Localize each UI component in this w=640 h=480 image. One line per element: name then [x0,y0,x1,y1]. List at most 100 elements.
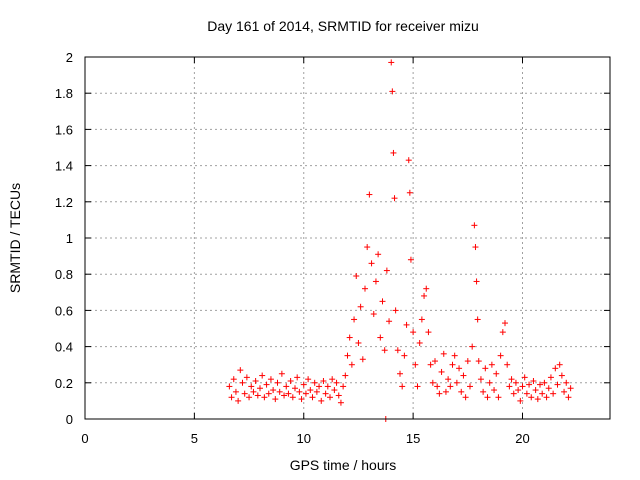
data-point [558,372,565,379]
data-point [246,394,253,401]
data-point [550,390,557,397]
data-point [537,381,543,388]
data-point [561,388,568,395]
data-point [399,383,406,390]
data-point [451,352,458,359]
data-point [493,370,500,377]
y-tick-label: 0.6 [55,303,73,318]
data-point [482,365,489,372]
data-point [438,368,445,375]
data-point [228,394,235,401]
data-point [389,88,396,95]
y-tick-label: 1.8 [55,86,73,101]
data-point [287,377,294,384]
data-point [333,379,340,386]
data-point [530,377,537,384]
data-point [414,383,421,390]
x-tick-label: 20 [515,431,529,446]
data-point [565,394,572,401]
x-tick-labels: 0 5 10 15 20 [81,431,529,446]
data-point [351,316,358,323]
data-point [526,381,533,388]
data-point [322,390,329,397]
y-tick-label: 1.4 [55,159,73,174]
x-tick-label: 10 [297,431,311,446]
data-point [243,374,250,381]
y-tick-label: 1 [66,231,73,246]
data-point [311,379,318,386]
data-point [394,347,401,354]
data-point [412,361,419,368]
data-point [405,157,412,164]
data-point [316,383,323,390]
data-point [302,390,309,397]
data-point [403,321,410,328]
data-point [475,358,482,365]
data-point [335,392,342,399]
data-point [506,383,513,390]
data-point [425,329,432,336]
data-point [547,374,554,381]
y-tick-labels: 0 0.2 0.4 0.6 0.8 1 1.2 1.4 1.6 1.8 2 [55,50,73,427]
data-point [278,370,285,377]
data-point [543,394,550,401]
data-points [226,59,574,422]
data-point [495,394,502,401]
data-point [313,388,320,395]
data-point [523,390,530,397]
data-point [283,383,290,390]
data-point [442,388,449,395]
data-point [274,379,281,386]
data-point [235,397,242,404]
data-point [318,397,325,404]
data-point [510,390,517,397]
data-point [449,361,456,368]
data-point [532,387,539,394]
data-point [254,392,261,399]
data-point [263,381,270,388]
data-point [517,397,524,404]
data-point [504,361,511,368]
plot-frame [84,56,611,420]
data-point [359,356,366,363]
y-tick-label: 1.2 [55,195,73,210]
data-point [528,394,535,401]
data-point [519,383,526,390]
data-point [327,394,333,401]
data-point [377,334,384,341]
data-point [383,267,390,274]
data-point [353,273,360,280]
data-point [331,387,338,394]
data-point [474,316,481,323]
data-point [567,385,574,392]
x-tick-label: 15 [406,431,420,446]
data-point [397,370,403,377]
data-point [432,358,438,365]
data-point [298,396,305,403]
data-point [539,390,546,397]
data-point [447,383,454,390]
data-point [272,396,279,403]
data-point [294,374,301,381]
data-point [307,387,314,394]
data-point [381,347,388,354]
data-point [276,388,283,395]
data-point [440,350,447,357]
data-point [309,394,316,401]
data-point [477,376,484,383]
data-point [232,388,239,395]
data-point [346,334,353,341]
grid-lines [85,57,610,419]
data-point [563,379,570,386]
data-point [267,376,274,383]
data-point [329,376,336,383]
data-point [252,377,259,384]
x-axis-label: GPS time / hours [290,457,397,473]
data-point [344,352,351,359]
data-point [370,311,377,318]
data-point [296,388,303,395]
data-point [388,59,395,66]
data-point [410,329,417,336]
data-point [416,339,423,346]
